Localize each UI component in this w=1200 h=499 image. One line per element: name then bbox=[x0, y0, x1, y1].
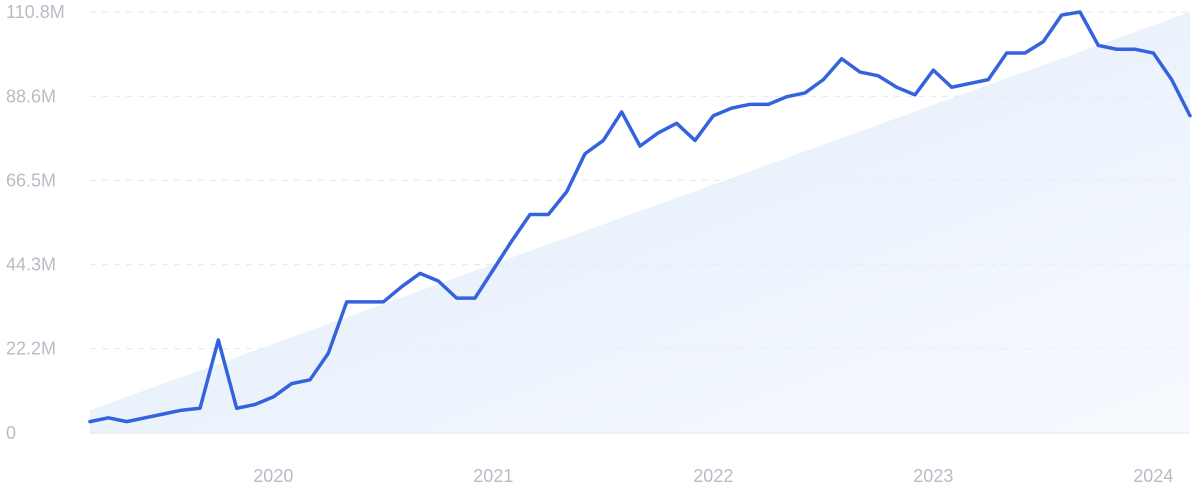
y-tick-label: 44.3M bbox=[6, 255, 56, 275]
y-tick-label: 0 bbox=[6, 423, 16, 443]
y-tick-label: 110.8M bbox=[6, 2, 65, 22]
x-tick-label: 2020 bbox=[253, 466, 293, 486]
series-group bbox=[88, 10, 1192, 424]
x-axis: 2020 2021 2022 2023 2024 bbox=[253, 466, 1173, 486]
trend-area-fill bbox=[90, 12, 1190, 433]
x-tick-label: 2021 bbox=[473, 466, 513, 486]
y-tick-label: 22.2M bbox=[6, 339, 56, 359]
trend-area bbox=[90, 12, 1190, 433]
y-tick-label: 66.5M bbox=[6, 170, 56, 190]
series-line bbox=[88, 10, 1192, 424]
x-tick-label: 2024 bbox=[1133, 466, 1173, 486]
x-tick-label: 2023 bbox=[913, 466, 953, 486]
x-tick-label: 2022 bbox=[693, 466, 733, 486]
y-tick-label: 88.6M bbox=[6, 86, 56, 106]
y-axis: 0 22.2M 44.3M 66.5M 88.6M 110.8M bbox=[6, 2, 65, 443]
